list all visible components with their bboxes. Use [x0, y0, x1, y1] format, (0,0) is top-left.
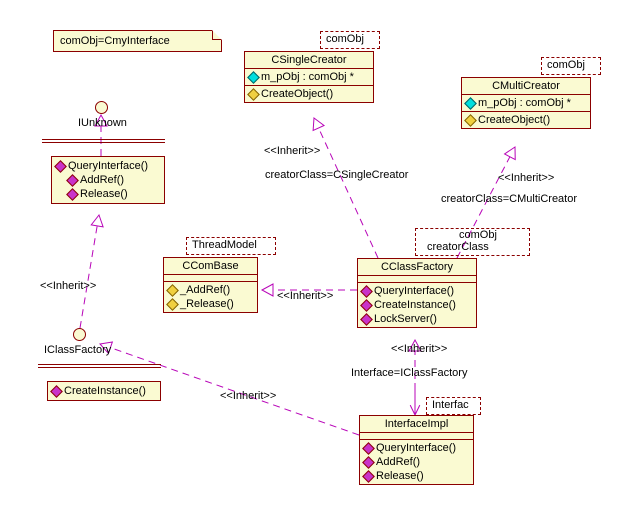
interfaceimpl-class: InterfaceImpl QueryInterface() AddRef() …: [359, 415, 474, 485]
label-cc-multi: creatorClass=CMultiCreator: [441, 193, 577, 205]
diamond-icon: [247, 88, 260, 101]
cclassfactory-op-1: CreateInstance(): [361, 298, 473, 312]
cmulticreator-attr-0: m_pObj : comObj *: [465, 96, 587, 110]
diamond-icon: [362, 470, 375, 483]
interfaceimpl-op-2: Release(): [363, 469, 470, 483]
cclassfactory-class: CClassFactory QueryInterface() CreateIns…: [357, 258, 477, 328]
diamond-icon: [362, 442, 375, 455]
uml-note: comObj=CmyInterface: [53, 30, 222, 52]
diamond-icon: [54, 160, 67, 173]
iunknown-lollipop: [95, 101, 108, 114]
diamond-icon: [464, 97, 477, 110]
diamond-icon: [166, 298, 179, 311]
interfaceimpl-stereo: Interfac: [432, 399, 469, 411]
note-text: comObj=CmyInterface: [60, 35, 170, 47]
label-inherit-6: <<Inherit>>: [391, 343, 447, 355]
iunknown-ops: QueryInterface() AddRef() Release(): [51, 156, 165, 204]
iunknown-separator: [42, 139, 165, 143]
label-inherit-4: <<Inherit>>: [40, 280, 96, 292]
cclassfactory-stereo: comObj: [459, 229, 497, 241]
cmulticreator-title: CMultiCreator: [462, 78, 590, 95]
cclassfactory-op-0: QueryInterface(): [361, 284, 473, 298]
ccombase-op-0: _AddRef(): [167, 283, 254, 297]
interfaceimpl-title: InterfaceImpl: [360, 416, 473, 433]
iclassfactory-separator: [38, 364, 161, 368]
label-inherit-5: <<Inherit>>: [220, 390, 276, 402]
diamond-icon: [362, 456, 375, 469]
iunknown-name: IUnknown: [78, 117, 127, 129]
iunknown-op-0: QueryInterface(): [55, 159, 161, 173]
diamond-icon: [360, 313, 373, 326]
iclassfactory-name: IClassFactory: [44, 344, 111, 356]
diamond-icon: [360, 285, 373, 298]
label-cc-single: creatorClass=CSingleCreator: [265, 169, 408, 181]
cclassfactory-op-2: LockServer(): [361, 312, 473, 326]
ccombase-class: CComBase _AddRef() _Release(): [163, 257, 258, 313]
diamond-icon: [166, 284, 179, 297]
iclassfactory-op-0: CreateInstance(): [51, 384, 157, 398]
label-inherit-3: <<Inherit>>: [277, 290, 333, 302]
interfaceimpl-op-1: AddRef(): [363, 455, 470, 469]
label-if-icf: Interface=IClassFactory: [351, 367, 467, 379]
csinglecreator-op-0: CreateObject(): [248, 87, 370, 101]
diamond-icon: [360, 299, 373, 312]
ccombase-stereo: ThreadModel: [192, 239, 257, 251]
iclassfactory-ops: CreateInstance(): [47, 381, 161, 401]
ccombase-title: CComBase: [164, 258, 257, 275]
diamond-icon: [66, 174, 79, 187]
cmulticreator-op-0: CreateObject(): [465, 113, 587, 127]
iclassfactory-lollipop: [73, 328, 86, 341]
csinglecreator-class: CSingleCreator m_pObj : comObj * CreateO…: [244, 51, 374, 103]
iunknown-op-1: AddRef(): [55, 173, 161, 187]
csinglecreator-attr-0: m_pObj : comObj *: [248, 70, 370, 84]
iunknown-op-2: Release(): [55, 187, 161, 201]
cmulticreator-stereo: comObj: [547, 59, 585, 71]
diamond-icon: [66, 188, 79, 201]
csinglecreator-stereo: comObj: [326, 33, 364, 45]
cmulticreator-class: CMultiCreator m_pObj : comObj * CreateOb…: [461, 77, 591, 129]
label-inherit-1: <<Inherit>>: [264, 145, 320, 157]
interfaceimpl-op-0: QueryInterface(): [363, 441, 470, 455]
diamond-icon: [247, 71, 260, 84]
ccombase-op-1: _Release(): [167, 297, 254, 311]
label-inherit-2: <<Inherit>>: [498, 172, 554, 184]
cclassfactory-title: CClassFactory: [358, 259, 476, 276]
csinglecreator-title: CSingleCreator: [245, 52, 373, 69]
diamond-icon: [464, 114, 477, 127]
cclassfactory-stereo2: creatorClass: [427, 241, 489, 253]
diamond-icon: [50, 385, 63, 398]
